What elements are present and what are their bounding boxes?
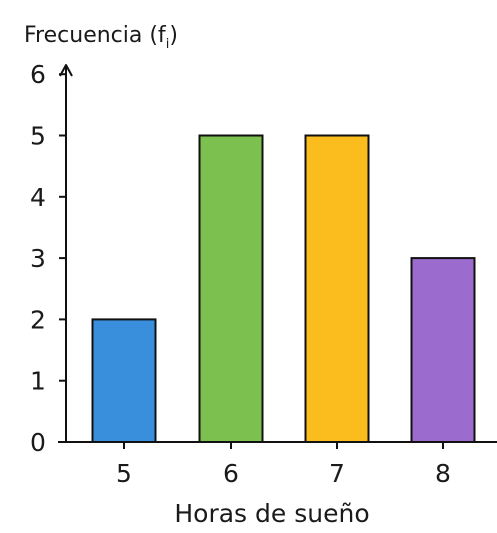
y-tick-label: 3: [30, 244, 46, 273]
x-ticks: 5 6 7 8: [116, 442, 451, 488]
x-axis-label: Horas de sueño: [174, 499, 369, 528]
y-axis-arrow-icon: [59, 64, 73, 77]
x-tick-label: 8: [435, 459, 451, 488]
x-tick-label: 5: [116, 459, 132, 488]
y-tick-label: 5: [30, 122, 46, 151]
y-axis-label-close: ): [169, 23, 178, 48]
y-tick-label: 0: [30, 428, 46, 457]
bar-8: [410, 257, 476, 443]
bar-5: [91, 318, 157, 443]
y-ticks: 0 1 2 3 4 5 6: [30, 60, 66, 457]
bars-layer: [91, 134, 476, 443]
x-tick-label: 6: [223, 459, 239, 488]
bar-7: [304, 134, 370, 443]
y-tick-label: 4: [30, 183, 46, 212]
y-tick-label: 6: [30, 60, 46, 89]
axes-layer: [58, 64, 497, 443]
bar-6: [198, 134, 264, 443]
y-tick-label: 1: [30, 367, 46, 396]
y-axis-label-subscript: i: [166, 37, 170, 52]
y-axis-label: Frecuencia (fi): [24, 23, 178, 52]
x-tick-label: 7: [329, 459, 345, 488]
y-axis-label-main: Frecuencia (f: [24, 23, 167, 48]
y-tick-label: 2: [30, 305, 46, 334]
